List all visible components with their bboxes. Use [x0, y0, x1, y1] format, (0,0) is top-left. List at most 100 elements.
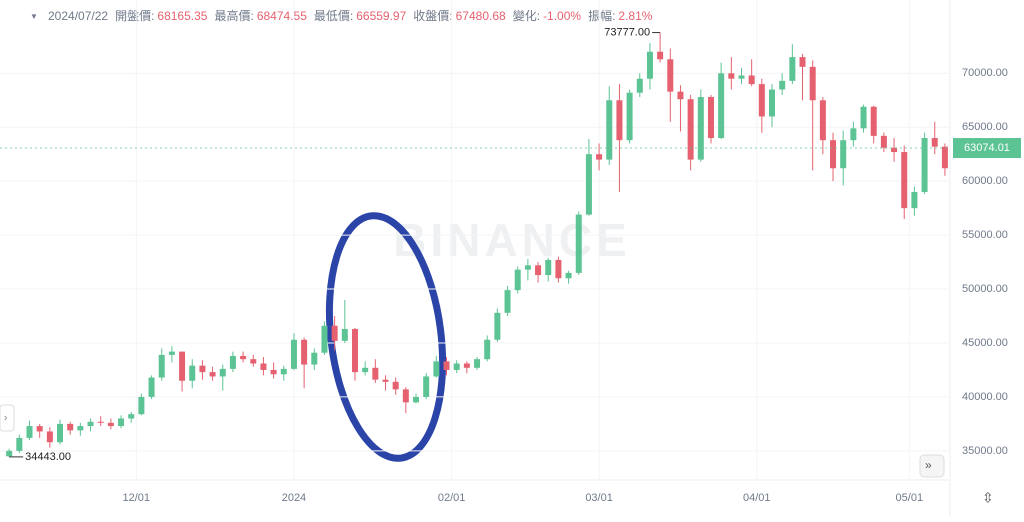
header-label: 收盤價: — [413, 9, 452, 23]
candle-body — [26, 426, 33, 438]
candle-body — [697, 97, 704, 160]
candle-body — [290, 339, 297, 369]
x-tick-label: 05/01 — [896, 492, 924, 504]
candle-body — [189, 365, 196, 381]
candle-body — [524, 265, 531, 270]
scroll-latest-button[interactable] — [919, 454, 945, 478]
candle-body — [799, 57, 806, 67]
candle-body — [596, 154, 603, 160]
candle-body — [850, 128, 857, 141]
candle-body — [667, 59, 674, 92]
candle-body — [260, 363, 267, 370]
candle-body — [616, 100, 623, 141]
y-tick-label: 55000.00 — [962, 229, 1008, 241]
candle-body — [372, 367, 379, 380]
y-tick-label: 50000.00 — [962, 283, 1008, 295]
candle-body — [463, 363, 470, 368]
header-label: 變化: — [513, 8, 540, 23]
candle-body — [830, 140, 837, 169]
header-value: 2.81% — [618, 9, 652, 23]
candle-body — [636, 78, 643, 93]
candle-body — [514, 269, 521, 291]
y-tick-label: 70000.00 — [962, 67, 1008, 79]
side-toggle[interactable] — [0, 404, 15, 432]
candle-body — [809, 66, 816, 101]
candle-body — [168, 351, 175, 355]
candle-body — [453, 363, 460, 370]
candle-body — [891, 147, 898, 153]
candle-body — [46, 431, 53, 443]
y-tick-label: 65000.00 — [962, 121, 1008, 133]
candle-body — [494, 312, 501, 340]
header-label: 最高價: — [214, 8, 253, 23]
candle-body — [789, 57, 796, 81]
candle-body — [819, 100, 826, 141]
candle-body — [565, 272, 572, 279]
candle-body — [870, 106, 877, 136]
candle-body — [87, 421, 94, 427]
candle-body — [941, 146, 948, 169]
candle-body — [718, 73, 725, 139]
candle-body — [77, 426, 84, 431]
x-tick-label: 03/01 — [585, 492, 613, 504]
candle-body — [901, 152, 908, 209]
candle-body — [626, 92, 633, 141]
candle-body — [67, 423, 74, 431]
x-tick-label: 02/01 — [438, 492, 466, 504]
candle-body — [179, 351, 186, 381]
axis-scale-icon[interactable]: ⇳ — [982, 490, 994, 506]
header: ▼ 2024/07/22 開盤價: 68165.35 最高價: 68474.55 最低價: 6… — [30, 8, 653, 23]
candle-body — [209, 372, 216, 377]
hand-drawn-circle — [325, 212, 447, 462]
candle-body — [219, 368, 226, 377]
candle-body — [229, 355, 236, 369]
y-tick-label: 35000.00 — [962, 445, 1008, 457]
candle-body — [351, 328, 358, 373]
candle-body — [880, 135, 887, 148]
header-value: 66559.97 — [356, 9, 406, 23]
header-label: 振幅: — [588, 8, 615, 23]
header-value: 67480.68 — [456, 9, 506, 23]
y-tick-label: 40000.00 — [962, 391, 1008, 403]
candle-body — [36, 426, 43, 432]
candle-body — [382, 379, 389, 382]
candle-body — [769, 89, 776, 117]
candle-body — [555, 259, 562, 279]
candle-body — [484, 339, 491, 360]
candle-body — [341, 328, 348, 341]
header-arrow: ▼ — [30, 12, 38, 21]
y-tick-label: 60000.00 — [962, 175, 1008, 187]
header-value: -1.00% — [543, 9, 581, 23]
min-label: 34443.00 — [25, 451, 71, 463]
candle-body — [657, 51, 664, 60]
x-tick-label: 04/01 — [743, 492, 771, 504]
x-tick-label: 2024 — [282, 492, 306, 504]
candle-body — [545, 259, 552, 276]
candle-body — [860, 106, 867, 129]
candle-body — [413, 396, 420, 403]
candle-body — [931, 138, 938, 147]
watermark: BINANCE — [393, 214, 631, 266]
candle-body — [921, 138, 928, 192]
candle-body — [677, 91, 684, 100]
y-tick-label: 45000.00 — [962, 337, 1008, 349]
candle-body — [16, 437, 23, 451]
candle-body — [280, 368, 287, 375]
candle-body — [707, 97, 714, 139]
header-value: 68165.35 — [157, 9, 207, 23]
candle-body — [138, 396, 145, 415]
header-label: 開盤價: — [115, 9, 154, 23]
candle-body — [311, 352, 318, 365]
x-tick-label: 12/01 — [123, 492, 151, 504]
candle-body — [199, 365, 206, 373]
candle-body — [738, 75, 745, 79]
candle-body — [57, 423, 64, 443]
candle-body — [911, 191, 918, 209]
candle-body — [301, 339, 308, 365]
candle-body — [118, 418, 125, 427]
candle-body — [321, 325, 328, 353]
candle-body — [392, 381, 399, 390]
candle-body — [240, 355, 247, 360]
candle-body — [270, 369, 277, 375]
